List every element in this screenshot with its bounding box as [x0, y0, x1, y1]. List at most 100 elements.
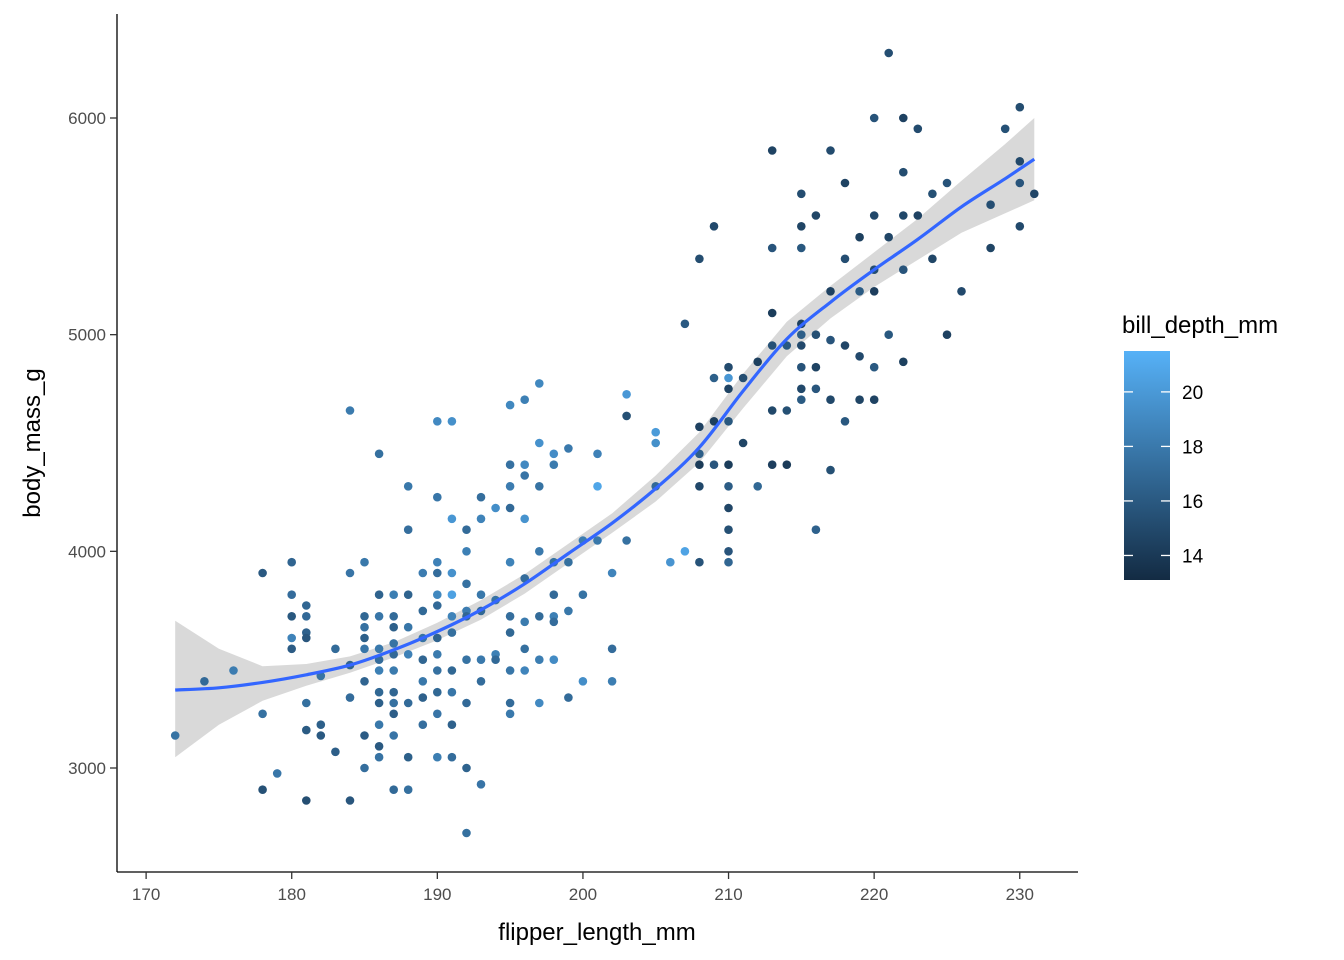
- data-point: [302, 796, 311, 805]
- data-point: [549, 449, 559, 459]
- data-point: [797, 395, 806, 405]
- data-point: [389, 709, 399, 719]
- data-point: [520, 460, 529, 470]
- data-point: [564, 693, 573, 702]
- data-point: [622, 536, 631, 545]
- legend: bill_depth_mm 14 16 18 20: [1122, 312, 1278, 580]
- data-point: [767, 460, 777, 470]
- data-point: [564, 606, 573, 616]
- data-point: [433, 557, 442, 567]
- data-point: [549, 460, 559, 470]
- data-point: [170, 731, 180, 740]
- y-tick-label: 6000: [68, 109, 106, 128]
- data-point: [403, 650, 413, 659]
- data-point: [535, 547, 544, 556]
- data-point: [724, 384, 733, 394]
- data-point: [767, 146, 777, 155]
- data-point: [433, 601, 442, 610]
- data-point: [345, 568, 355, 578]
- data-point: [709, 417, 719, 426]
- data-point: [724, 373, 733, 383]
- data-point: [403, 622, 413, 632]
- data-point: [389, 639, 399, 648]
- legend-colorbar: [1124, 351, 1170, 580]
- data-point: [287, 590, 297, 599]
- data-point: [695, 557, 704, 567]
- data-point: [433, 666, 442, 675]
- data-point: [433, 709, 442, 719]
- data-point: [913, 211, 923, 220]
- data-point: [505, 400, 515, 410]
- data-point: [345, 406, 355, 415]
- data-point: [389, 666, 399, 675]
- data-point: [928, 189, 937, 199]
- data-point: [767, 308, 777, 318]
- data-point: [709, 373, 719, 383]
- data-point: [433, 492, 442, 502]
- x-tick-label: 210: [714, 885, 742, 904]
- data-point: [476, 492, 486, 502]
- data-point: [360, 557, 369, 567]
- data-point: [986, 243, 995, 253]
- data-point: [986, 200, 995, 209]
- y-tick-label: 5000: [68, 326, 106, 345]
- data-point: [869, 113, 879, 123]
- data-point: [331, 644, 340, 654]
- data-point: [520, 514, 529, 524]
- data-point: [258, 709, 267, 719]
- data-point: [899, 113, 908, 123]
- data-point: [520, 471, 529, 480]
- data-point: [840, 341, 850, 350]
- data-point: [374, 752, 384, 762]
- data-point: [272, 769, 282, 778]
- data-point: [855, 395, 864, 405]
- data-point: [578, 590, 588, 599]
- data-point: [724, 417, 733, 426]
- data-point: [622, 411, 631, 421]
- data-point: [607, 677, 617, 686]
- data-point: [302, 725, 311, 735]
- data-point: [491, 503, 500, 513]
- data-point: [258, 785, 267, 794]
- data-point: [403, 752, 413, 762]
- data-point: [797, 330, 806, 340]
- data-point: [724, 503, 733, 513]
- data-point: [811, 362, 821, 372]
- data-point: [928, 254, 937, 264]
- data-point: [826, 335, 835, 345]
- data-point: [287, 644, 297, 654]
- data-point: [462, 525, 471, 534]
- data-point: [753, 482, 762, 491]
- data-point: [535, 655, 544, 664]
- data-point: [374, 449, 384, 459]
- data-point: [476, 780, 486, 789]
- data-point: [447, 568, 457, 578]
- data-point: [229, 666, 238, 675]
- data-point: [360, 763, 369, 773]
- data-point: [869, 211, 879, 220]
- data-point: [447, 752, 457, 762]
- data-point: [389, 785, 399, 794]
- data-point: [593, 449, 602, 459]
- data-point: [607, 568, 617, 578]
- data-point: [738, 373, 748, 383]
- data-point: [811, 384, 821, 394]
- data-point: [884, 48, 893, 58]
- data-point: [797, 384, 806, 394]
- data-point: [535, 612, 544, 621]
- data-point: [418, 655, 428, 664]
- data-point: [564, 444, 573, 453]
- data-point: [942, 178, 952, 188]
- data-point: [811, 211, 821, 220]
- data-point: [505, 666, 515, 675]
- data-point: [724, 547, 733, 556]
- data-point: [651, 438, 660, 448]
- data-point: [1015, 102, 1025, 112]
- data-point: [535, 379, 544, 388]
- data-point: [462, 579, 471, 589]
- data-point: [418, 720, 428, 729]
- data-point: [724, 460, 733, 470]
- data-point: [797, 189, 806, 199]
- x-tick-label: 200: [569, 885, 597, 904]
